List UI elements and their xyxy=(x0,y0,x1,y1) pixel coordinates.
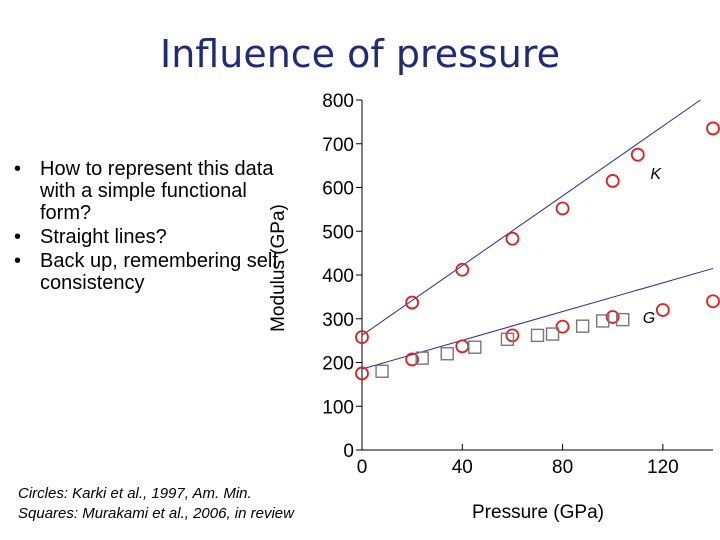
fit-line-k xyxy=(362,99,701,336)
circle-point-g xyxy=(505,328,520,343)
x-axis-label: Pressure (GPa) xyxy=(472,502,604,523)
circle-point-g xyxy=(605,310,620,324)
bullet-item: • Straight lines? xyxy=(10,226,300,248)
series-label-k: K xyxy=(650,166,662,183)
y-tick-label: 300 xyxy=(322,310,354,331)
chart-labels: Pressure (GPa) Modulus (GPa) K G xyxy=(268,166,662,523)
square-point xyxy=(375,364,389,378)
circle-point-g xyxy=(555,319,570,334)
circle-point-g xyxy=(355,366,369,381)
square-point xyxy=(530,328,545,343)
data-points xyxy=(355,121,720,381)
y-axis-label: Modulus (GPa) xyxy=(268,204,289,332)
x-tick-label: 40 xyxy=(452,457,473,478)
bullet-marker: • xyxy=(14,158,22,180)
y-tick-label: 600 xyxy=(322,179,354,200)
square-point xyxy=(468,340,482,354)
source-caption: Circles: Karki et al., 1997, Am. Min. Sq… xyxy=(18,484,294,524)
caption-line-squares: Squares: Murakami et al., 2006, in revie… xyxy=(18,505,294,522)
bullet-item: • Back up, remembering self-consistency xyxy=(10,250,300,294)
slide-title: Influence of pressure xyxy=(160,32,560,76)
circle-point-k xyxy=(405,295,420,310)
y-tick-label: 500 xyxy=(322,222,354,243)
square-point xyxy=(500,332,515,347)
bullet-item: • How to represent this data with a simpl… xyxy=(10,158,300,224)
bullet-list: • How to represent this data with a simpl… xyxy=(10,158,300,296)
square-point xyxy=(545,327,560,341)
square-point xyxy=(595,314,610,328)
circle-point-g xyxy=(706,294,720,309)
bullet-text: Straight lines? xyxy=(40,226,167,248)
circle-point-g xyxy=(405,352,420,367)
circle-point-k xyxy=(355,330,369,345)
y-tick-label: 200 xyxy=(322,354,354,375)
y-tick-label: 700 xyxy=(322,135,354,156)
square-point xyxy=(616,312,630,327)
circle-point-k xyxy=(605,174,620,188)
bullet-text: How to represent this data with a simple… xyxy=(40,158,274,224)
circle-point-k xyxy=(455,262,470,277)
x-tick-label: 120 xyxy=(647,457,679,478)
y-tick-label: 100 xyxy=(322,397,354,418)
square-point xyxy=(440,347,454,361)
y-tick-label: 800 xyxy=(322,91,354,112)
circle-point-g xyxy=(655,303,670,317)
caption-line-circles: Circles: Karki et al., 1997, Am. Min. xyxy=(18,485,252,502)
bullet-text: Back up, remembering self-consistency xyxy=(40,250,285,294)
circle-point-k xyxy=(706,121,720,136)
square-point xyxy=(415,351,429,365)
bullet-marker: • xyxy=(14,226,22,248)
y-tick-label: 400 xyxy=(322,266,354,287)
circle-point-k xyxy=(555,201,570,216)
chart-axes: 0 100 200 300 400 500 600 700 800 0 40 80 120 xyxy=(322,91,713,478)
x-tick-label: 80 xyxy=(552,457,573,478)
bullet-marker: • xyxy=(14,250,22,272)
circle-point-k xyxy=(630,147,645,162)
circle-point-g xyxy=(455,339,470,354)
x-tick-label: 0 xyxy=(357,457,368,478)
y-tick-label: 0 xyxy=(343,441,354,462)
square-point xyxy=(575,319,590,333)
series-label-g: G xyxy=(643,310,655,327)
circle-point-k xyxy=(505,231,520,246)
